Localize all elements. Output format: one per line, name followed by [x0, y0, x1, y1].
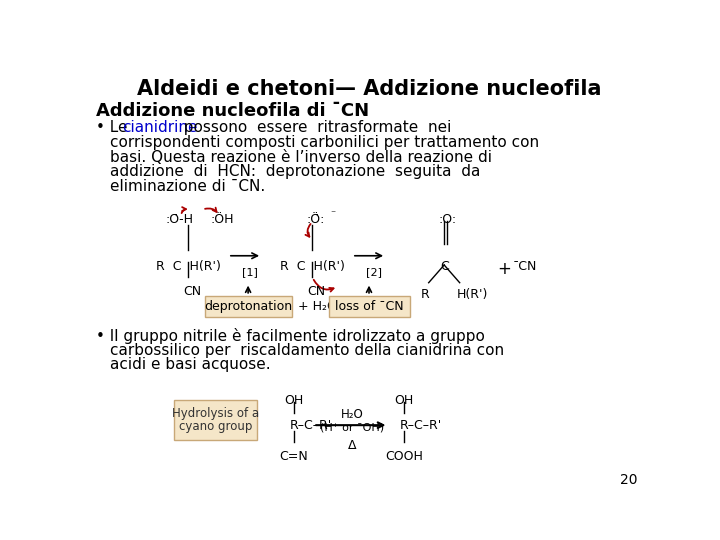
Text: C=N: C=N: [279, 450, 308, 463]
FancyBboxPatch shape: [204, 296, 292, 318]
Text: cyano group: cyano group: [179, 420, 252, 433]
Text: acidi e basi acquose.: acidi e basi acquose.: [110, 357, 271, 373]
Text: [1]: [1]: [242, 267, 258, 278]
Text: deprotonation: deprotonation: [204, 300, 292, 313]
Text: :Ȯ-H: :Ȯ-H: [165, 213, 193, 226]
Text: R–C–R': R–C–R': [400, 419, 442, 432]
Text: OH: OH: [284, 394, 303, 407]
Text: ¯CN: ¯CN: [513, 260, 536, 273]
Text: possono  essere  ritrasformate  nei: possono essere ritrasformate nei: [174, 120, 452, 135]
Text: (H⁺ or ¯OH): (H⁺ or ¯OH): [320, 422, 384, 432]
Text: loss of ¯CN: loss of ¯CN: [335, 300, 403, 313]
Text: Addizione nucleofila di ¯CN: Addizione nucleofila di ¯CN: [96, 102, 369, 120]
Text: basi. Questa reazione è l’inverso della reazione di: basi. Questa reazione è l’inverso della …: [110, 150, 492, 165]
Text: R: R: [421, 288, 430, 301]
Text: Hydrolysis of a: Hydrolysis of a: [172, 408, 259, 421]
Text: C: C: [441, 260, 449, 273]
Text: Aldeidi e chetoni— Addizione nucleofila: Aldeidi e chetoni— Addizione nucleofila: [137, 79, 601, 99]
Text: :ÖH: :ÖH: [210, 213, 233, 226]
Text: R–C–R': R–C–R': [290, 419, 332, 432]
Text: COOH: COOH: [385, 450, 423, 463]
Text: H₂O: H₂O: [341, 408, 364, 421]
Text: • Il gruppo nitrile è facilmente idrolizzato a gruppo: • Il gruppo nitrile è facilmente idroliz…: [96, 328, 485, 344]
Text: [2]: [2]: [366, 267, 382, 278]
Text: cianidrine: cianidrine: [122, 120, 197, 135]
Text: ⁻: ⁻: [330, 210, 336, 220]
Text: :Ö̇:: :Ö̇:: [307, 213, 325, 226]
Text: R  C  H(R'): R C H(R'): [156, 260, 221, 273]
Text: H(R'): H(R'): [456, 288, 488, 301]
Text: R  C  H(R'): R C H(R'): [280, 260, 345, 273]
Text: CN: CN: [307, 285, 325, 298]
Text: carbossilico per  riscaldamento della cianidrina con: carbossilico per riscaldamento della cia…: [110, 343, 504, 358]
Text: Δ: Δ: [348, 439, 356, 452]
Text: corrispondenti composti carbonilici per trattamento con: corrispondenti composti carbonilici per …: [110, 135, 539, 150]
Text: 20: 20: [620, 473, 637, 487]
Text: :O:: :O:: [438, 213, 457, 226]
Text: CN: CN: [183, 285, 201, 298]
Text: • Le: • Le: [96, 120, 132, 135]
Text: addizione  di  HCN:  deprotonazione  seguita  da: addizione di HCN: deprotonazione seguita…: [110, 164, 480, 179]
Text: +: +: [497, 260, 510, 278]
Text: OH: OH: [395, 394, 413, 407]
FancyBboxPatch shape: [329, 296, 410, 318]
Text: eliminazione di ¯CN.: eliminazione di ¯CN.: [110, 179, 266, 194]
Text: + H₂Ö̇:: + H₂Ö̇:: [297, 300, 341, 313]
FancyBboxPatch shape: [174, 400, 258, 440]
